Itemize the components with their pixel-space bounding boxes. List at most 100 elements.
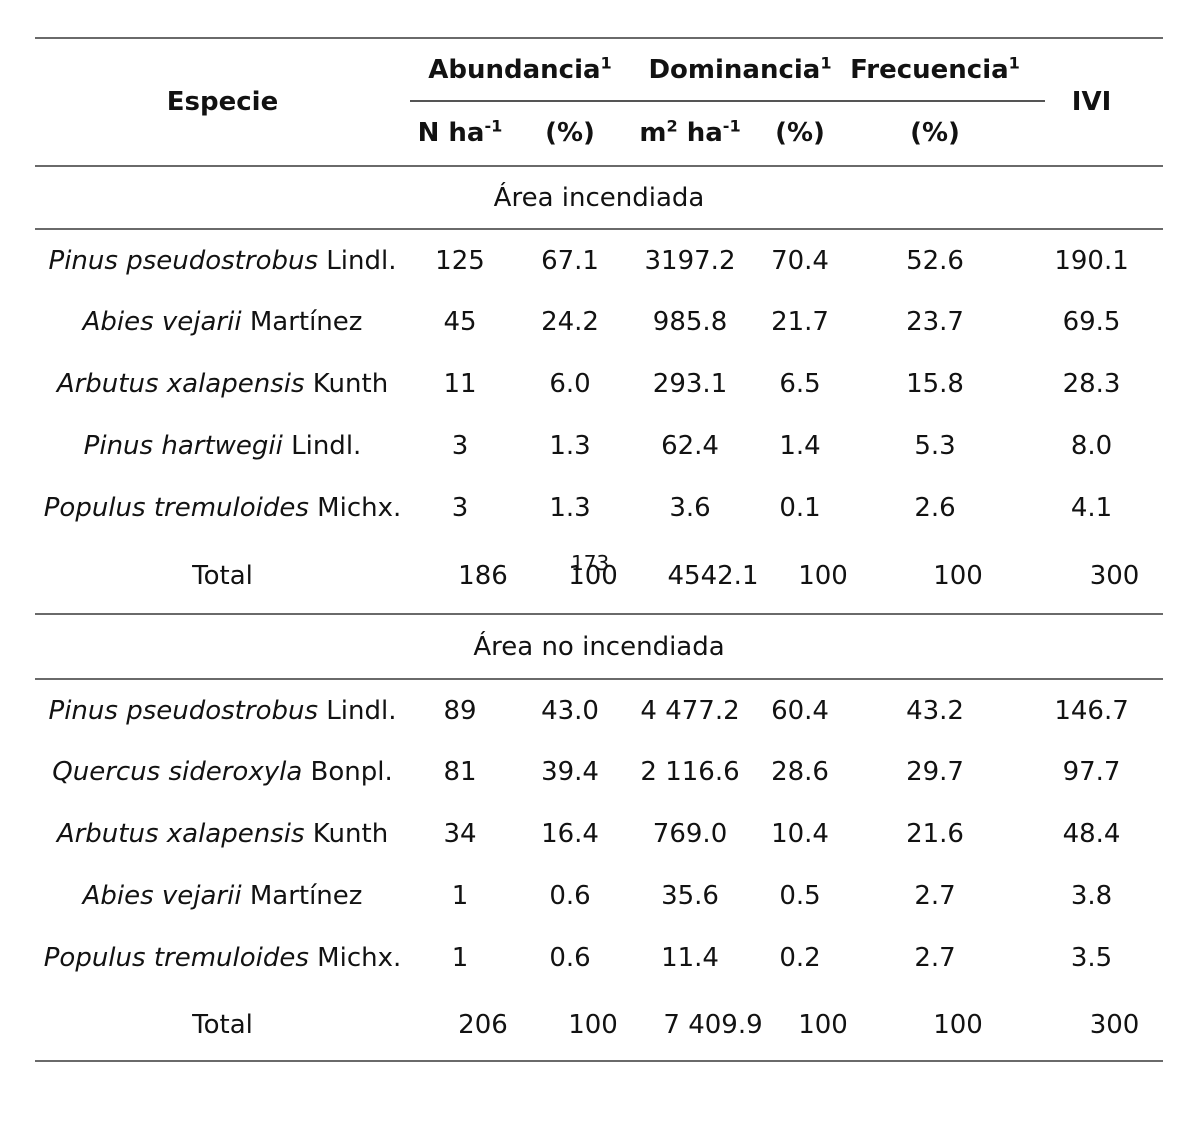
cell-abundancia-pct: 1.3 [549, 431, 591, 461]
section-title: Área no incendiada [35, 614, 1164, 680]
cell-m2-ha: 35.6 [661, 881, 719, 911]
total-value: 100 [933, 1009, 983, 1040]
header-group-underline [410, 100, 1045, 102]
cell-n-ha: 186 [410, 539, 510, 615]
subheader-frecuencia-pct: (%) [850, 101, 1021, 167]
cell-ivi: 146.7 [1054, 695, 1129, 726]
cell-frecuencia-pct: 15.8 [906, 369, 964, 399]
total-value: 300 [1089, 561, 1140, 591]
cell-ivi: 8.0 [1070, 431, 1113, 461]
species-cell: Arbutus xalapensis Kunth [35, 803, 410, 865]
table-row: Pinus pseudostrobus Lindl. 89 43.0 4 477… [35, 679, 1163, 741]
header-frecuencia: Frecuencia1 [850, 38, 1020, 101]
cell-n-ha: 34 [443, 819, 477, 849]
header-dominancia: Dominancia1 [630, 38, 850, 101]
total-row: Total 186 100 4542.1 100 100 300 [35, 539, 1164, 615]
cell-ivi: 300 [1020, 989, 1164, 1062]
species-name: Abies vejarii [82, 307, 242, 337]
total-value: 100 [568, 561, 618, 591]
cell-frecuencia-pct: 100 [850, 539, 1021, 615]
cell-ivi: 97.7 [1062, 757, 1121, 787]
cell-abundancia-pct: 16.4 [541, 819, 599, 849]
cell-n-ha: 11 [443, 369, 477, 399]
header-frecuencia-footnote: 1 [1008, 53, 1020, 73]
cell-abundancia-pct: 67.1 [541, 245, 599, 276]
subheader-n-ha-label: N ha [417, 118, 485, 148]
species-cell: Quercus sideroxyla Bonpl. [35, 741, 410, 803]
section-title: Área incendiada [35, 166, 1164, 230]
species-cell: Pinus hartwegii Lindl. [35, 415, 410, 477]
table-row: Abies vejarii Martínez 45 24.2 985.8 21.… [35, 291, 1163, 353]
cell-dominancia-pct: 0.1 [779, 493, 821, 523]
cell-dominancia-pct: 10.4 [771, 819, 829, 849]
header-abundancia-footnote: 1 [600, 53, 612, 73]
species-cell: Pinus pseudostrobus Lindl. [35, 679, 410, 741]
cell-dominancia-pct: 0.5 [779, 881, 821, 911]
cell-n-ha: 3 [451, 493, 469, 523]
cell-frecuencia-pct: 43.2 [906, 695, 964, 726]
total-value: 300 [1089, 1009, 1140, 1040]
total-label-cell: Total [35, 989, 410, 1062]
species-name: Pinus pseudostrobus [48, 245, 319, 276]
cell-m2-ha: 293.1 [652, 369, 728, 399]
cell-frecuencia-pct: 23.7 [906, 307, 964, 337]
cell-frecuencia-pct: 100 [850, 989, 1021, 1062]
section-title-unburned-row: Área no incendiada [35, 614, 1164, 680]
cell-dominancia-pct: 1.4 [779, 431, 821, 461]
species-name: Arbutus xalapensis [56, 369, 305, 399]
cell-abundancia-pct: 43.0 [541, 695, 599, 726]
subheader-abundancia-pct: (%) [510, 101, 631, 167]
cell-dominancia-pct: 28.6 [771, 757, 829, 787]
cell-n-ha: 81 [443, 757, 477, 787]
header-group-row: Especie Abundancia1 Dominancia1 Frecuenc… [35, 38, 1164, 167]
cell-abundancia-pct: 6.0 [549, 369, 591, 399]
table-row: Pinus pseudostrobus Lindl. 125 67.1 3197… [35, 229, 1163, 291]
cell-dominancia-pct: 70.4 [771, 245, 829, 276]
total-value: 186 [458, 561, 508, 591]
header-dominancia-footnote: 1 [820, 53, 832, 73]
total-value: 206 [458, 1009, 508, 1040]
species-author: Martínez [241, 307, 363, 337]
subheader-m2-label: m [639, 118, 667, 148]
species-author: Bonpl. [302, 757, 393, 787]
cell-abundancia-pct: 1.3 [549, 493, 591, 523]
total-value: 7 409.9 [663, 1009, 763, 1040]
cell-n-ha: 3 [451, 431, 469, 461]
header-dominancia-label: Dominancia [648, 55, 821, 85]
cell-abundancia-pct: 0.6 [549, 881, 591, 911]
species-name: Arbutus xalapensis [56, 819, 305, 849]
cell-abundancia-pct: 39.4 [541, 757, 599, 787]
table-row: Pinus hartwegii Lindl. 3 1.3 62.4 1.4 5.… [35, 415, 1163, 477]
species-cell: Arbutus xalapensis Kunth [35, 353, 410, 415]
subheader-ha-label: ha [677, 118, 723, 148]
subheader-m2-ha: m2 ha-1 [630, 101, 751, 167]
cell-m2-ha: 2 116.6 [640, 757, 740, 787]
cell-n-ha: 45 [443, 307, 477, 337]
table-row: Quercus sideroxyla Bonpl. 81 39.4 2 116.… [35, 741, 1163, 803]
cell-n-ha: 125 [435, 245, 485, 276]
table-row: Arbutus xalapensis Kunth 34 16.4 769.0 1… [35, 803, 1163, 865]
cell-n-ha: 1 [451, 943, 469, 973]
cell-m2-ha: 4 477.2 [640, 695, 740, 726]
cell-ivi: 4.1 [1070, 493, 1113, 523]
species-cell: Abies vejarii Martínez [35, 865, 410, 927]
cell-dominancia-pct: 100 [750, 539, 851, 615]
cell-m2-ha: 3.6 [669, 493, 711, 523]
cell-m2-ha: 11.4 [661, 943, 719, 973]
total-value: 100 [798, 1009, 848, 1040]
cell-frecuencia-pct: 5.3 [914, 431, 956, 461]
species-author: Lindl. [318, 245, 397, 276]
cell-n-ha: 1 [451, 881, 469, 911]
cell-abundancia-pct: 0.6 [549, 943, 591, 973]
cell-n-ha: 89 [443, 695, 477, 726]
species-name: Quercus sideroxyla [52, 757, 303, 787]
species-name: Populus tremuloides [43, 943, 309, 973]
species-name: Abies vejarii [82, 881, 242, 911]
ivi-table-container: Especie Abundancia1 Dominancia1 Frecuenc… [35, 37, 1164, 1062]
page-number: 173 [571, 551, 610, 575]
species-name: Pinus pseudostrobus [48, 695, 319, 726]
species-cell: Populus tremuloides Michx. [35, 927, 410, 989]
subheader-dominancia-pct: (%) [750, 101, 851, 167]
cell-frecuencia-pct: 2.7 [914, 943, 956, 973]
cell-ivi: 3.5 [1070, 943, 1113, 973]
